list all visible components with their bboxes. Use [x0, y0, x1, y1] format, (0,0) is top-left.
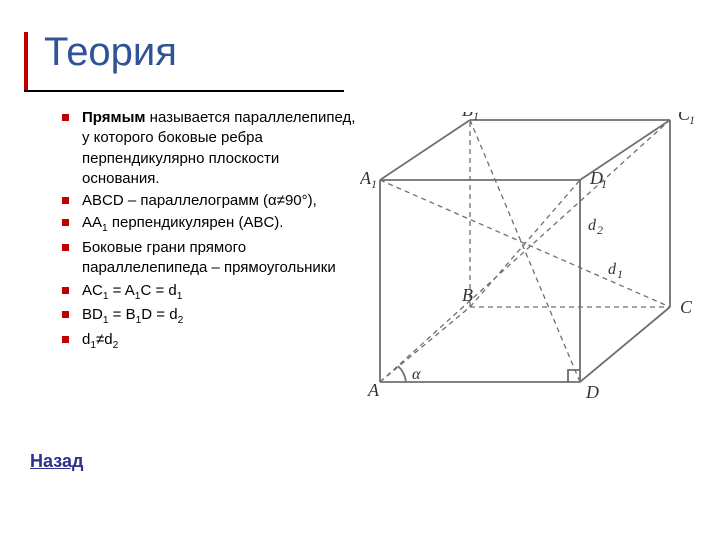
list-item: ABCD – параллелограмм (α≠90°),	[60, 191, 356, 211]
text: ≠d	[96, 331, 113, 348]
svg-text:1: 1	[371, 177, 377, 191]
list-item: Боковые грани прямого параллелепипеда – …	[60, 238, 356, 279]
title-accent-bar	[24, 32, 28, 90]
list-item: AC1 = A1C = d1	[60, 281, 356, 304]
subscript: 1	[177, 291, 183, 302]
text: = A	[109, 282, 135, 299]
parallelepiped-figure: ABCDA1B1C1D1d1d2α	[360, 112, 700, 412]
back-link[interactable]: Назад	[30, 451, 83, 472]
list-item: BD1 = B1D = d2	[60, 305, 356, 328]
text: Боковые грани прямого параллелепипеда – …	[82, 239, 336, 276]
svg-text:B: B	[462, 285, 473, 305]
text: = B	[109, 306, 136, 323]
svg-text:2: 2	[597, 223, 603, 237]
svg-text:1: 1	[617, 267, 623, 281]
svg-text:d: d	[588, 217, 597, 234]
text: перпендикулярен (ABC).	[108, 214, 284, 231]
subscript: 2	[113, 340, 119, 351]
svg-text:1: 1	[473, 112, 479, 123]
text: AC	[82, 282, 103, 299]
svg-text:α: α	[412, 366, 421, 383]
slide-title: Теория	[44, 30, 177, 75]
svg-text:C: C	[680, 297, 693, 317]
svg-text:1: 1	[689, 113, 695, 127]
figure-column: ABCDA1B1C1D1d1d2α	[356, 108, 700, 412]
svg-text:B: B	[462, 112, 473, 120]
content-row: Прямым называется параллелепипед, у кото…	[60, 108, 700, 412]
text: ABCD – параллелограмм (α≠90°),	[82, 192, 317, 209]
text: D = d	[141, 306, 177, 323]
list-item: d1≠d2	[60, 330, 356, 353]
text: C = d	[140, 282, 176, 299]
svg-text:d: d	[608, 261, 617, 278]
bullet-list: Прямым называется параллелепипед, у кото…	[60, 108, 356, 353]
text: BD	[82, 306, 103, 323]
text-column: Прямым называется параллелепипед, у кото…	[60, 108, 356, 412]
list-item: Прямым называется параллелепипед, у кото…	[60, 108, 356, 189]
svg-text:D: D	[585, 382, 599, 402]
text: АА	[82, 214, 102, 231]
subscript: 2	[178, 315, 184, 326]
svg-text:1: 1	[601, 177, 607, 191]
bold-term: Прямым	[82, 109, 146, 126]
svg-text:A: A	[367, 380, 380, 400]
list-item: АА1 перпендикулярен (ABC).	[60, 213, 356, 236]
